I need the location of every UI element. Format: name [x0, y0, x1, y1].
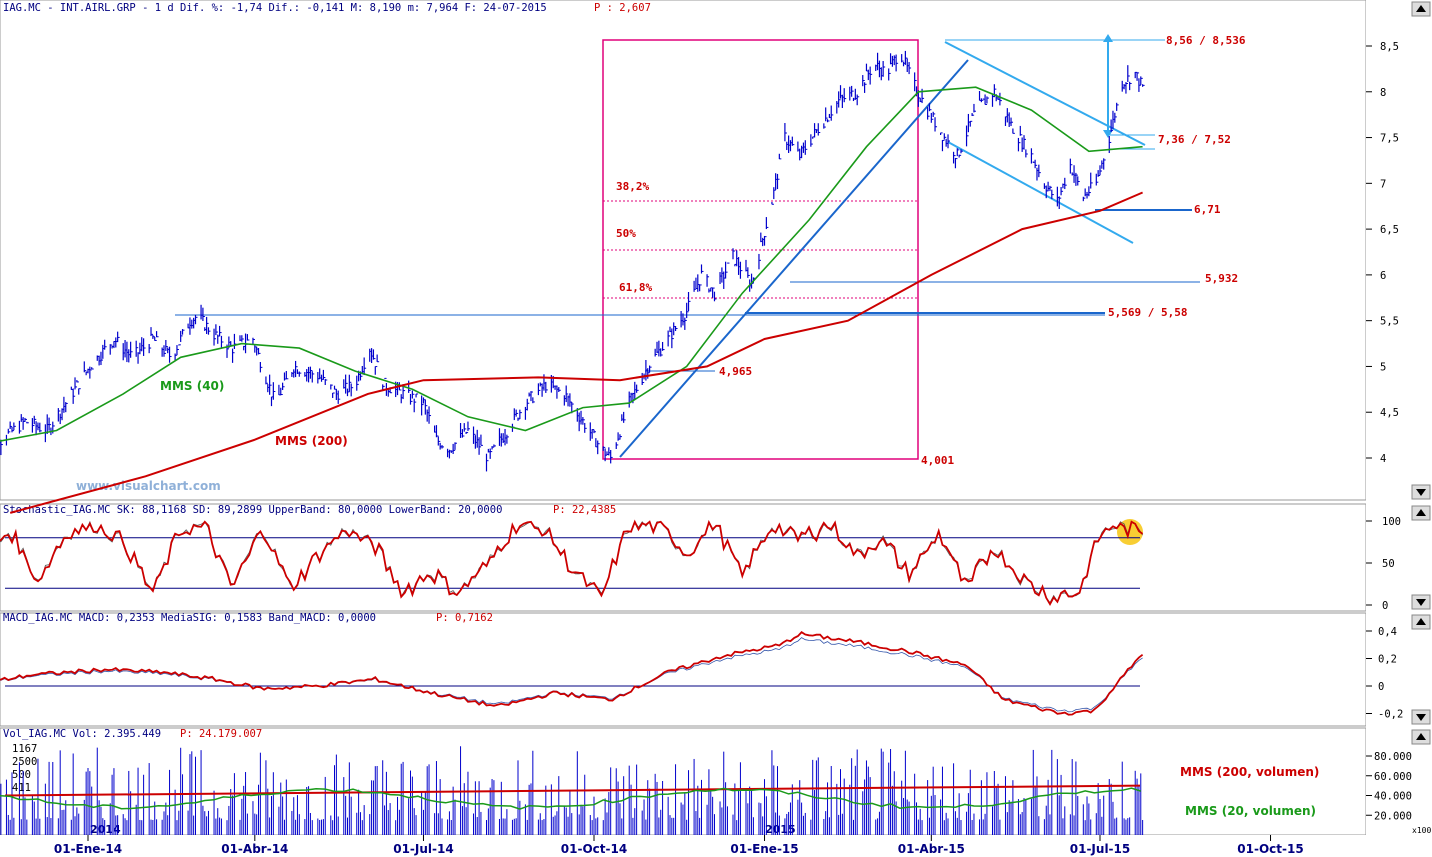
stoch-y-tick-label: 50: [1382, 558, 1395, 570]
mms200-label: MMS (200): [275, 434, 348, 448]
vol-scroll-up[interactable]: [1411, 729, 1431, 745]
price-y-tick-label: 7,5: [1380, 133, 1399, 145]
watermark: www.visualchart.com: [76, 479, 221, 493]
annot-fib50: 50%: [616, 227, 636, 240]
mms200vol-label: MMS (200, volumen): [1180, 765, 1319, 779]
x-tick-label: 01-Ene-15: [730, 842, 798, 856]
mms40-line: [0, 86, 1143, 442]
stoch-header-p: P: 22,4385: [553, 504, 616, 516]
macd-y-tick-label: -0,2: [1378, 709, 1403, 721]
vol-y-tick-label: 60.000: [1374, 771, 1412, 783]
macd-header-p: P: 0,7162: [436, 612, 493, 624]
stoch-y-tick-label: 100: [1382, 516, 1401, 528]
price-scroll-up[interactable]: [1411, 1, 1431, 17]
vol-header-p: P: 24.179.007: [180, 728, 262, 740]
volume-scale-item: 500: [12, 769, 31, 781]
x-tick-label: 01-Oct-14: [561, 842, 627, 856]
annot-5932: 5,932: [1205, 272, 1238, 285]
price-y-tick-label: 8: [1380, 87, 1386, 99]
price-header-p: P : 2,607: [594, 2, 651, 14]
macd-header: MACD_IAG.MC MACD: 0,2353 MediaSIG: 0,158…: [3, 612, 376, 624]
macd-scroll-down[interactable]: [1411, 709, 1431, 725]
x-tick-label: 01-Oct-15: [1237, 842, 1303, 856]
stoch-scroll-down[interactable]: [1411, 594, 1431, 610]
vol-y-tick-label: 40.000: [1374, 791, 1412, 803]
volume-scale-item: 411: [12, 782, 31, 794]
vol-header: Vol_IAG.MC Vol: 2.395.449: [3, 728, 161, 740]
stoch-header: Stochastic_IAG.MC SK: 88,1168 SD: 89,289…: [3, 504, 502, 516]
stoch-y-tick-label: 0: [1382, 600, 1388, 612]
price-header: IAG.MC - INT.AIRL.GRP - 1 d Dif. %: -1,7…: [3, 2, 547, 14]
x-tick-label: 01-Jul-15: [1070, 842, 1130, 856]
mms200-line: [9, 191, 1143, 514]
mms20vol-label: MMS (20, volumen): [1185, 804, 1316, 818]
annot-4965: 4,965: [719, 365, 752, 378]
volume-scale-item: 1167: [12, 743, 37, 755]
stochastic-panel: [0, 503, 1367, 612]
year-2014: 2014: [90, 823, 121, 836]
price-y-tick-label: 4,5: [1380, 407, 1399, 419]
stoch-scroll-up[interactable]: [1411, 505, 1431, 521]
price-scroll-down[interactable]: [1411, 484, 1431, 500]
target-arrow-head-down: [1103, 130, 1113, 138]
right-axis-area: [1366, 0, 1432, 857]
annot-5569: 5,569 / 5,58: [1108, 306, 1187, 319]
macd-scroll-up[interactable]: [1411, 614, 1431, 630]
year-2015: 2015: [765, 823, 796, 836]
price-y-tick-label: 7: [1380, 178, 1386, 190]
price-y-tick-label: 5: [1380, 361, 1386, 373]
price-y-tick-label: 5,5: [1380, 316, 1399, 328]
x-tick-label: 01-Abr-14: [221, 842, 288, 856]
stoch-sk-line: [0, 519, 1144, 607]
annot-fib618: 61,8%: [619, 281, 652, 294]
x-axis-strip: [0, 835, 1366, 857]
macd-y-tick-label: 0: [1378, 681, 1384, 693]
price-y-tick-label: 6: [1380, 270, 1386, 282]
macd-line: [0, 631, 1144, 716]
target-arrow-head-up: [1103, 34, 1113, 42]
x-tick-label: 01-Jul-14: [393, 842, 453, 856]
price-y-tick-label: 6,5: [1380, 224, 1399, 236]
macd-y-tick-label: 0,4: [1378, 626, 1397, 638]
price-y-tick-label: 4: [1380, 453, 1386, 465]
macd-panel: [0, 612, 1367, 727]
x-tick-label: 01-Ene-14: [54, 842, 122, 856]
annot-736: 7,36 / 7,52: [1158, 133, 1231, 146]
vol-y-tick-label: 80.000: [1374, 751, 1412, 763]
annot-856: 8,56 / 8,536: [1166, 34, 1246, 47]
vol-y-tick-label: 20.000: [1374, 810, 1412, 822]
annot-4001: 4,001: [921, 454, 954, 467]
mms40-label: MMS (40): [160, 379, 224, 393]
x100-label: x100: [1412, 826, 1431, 835]
macd-y-tick-label: 0,2: [1378, 654, 1397, 666]
volume-scale-item: 2500: [12, 756, 37, 768]
vol-mms200-line: [4, 784, 1141, 797]
annot-671: 6,71: [1194, 203, 1221, 216]
channel-lower: [947, 141, 1134, 244]
analysis-drawings: [175, 34, 1200, 460]
uptrend-line: [619, 59, 969, 458]
vol-mms20-line: [0, 787, 1142, 810]
price-y-tick-label: 8,5: [1380, 41, 1399, 53]
annot-fib382: 38,2%: [616, 180, 649, 193]
x-tick-label: 01-Abr-15: [898, 842, 965, 856]
